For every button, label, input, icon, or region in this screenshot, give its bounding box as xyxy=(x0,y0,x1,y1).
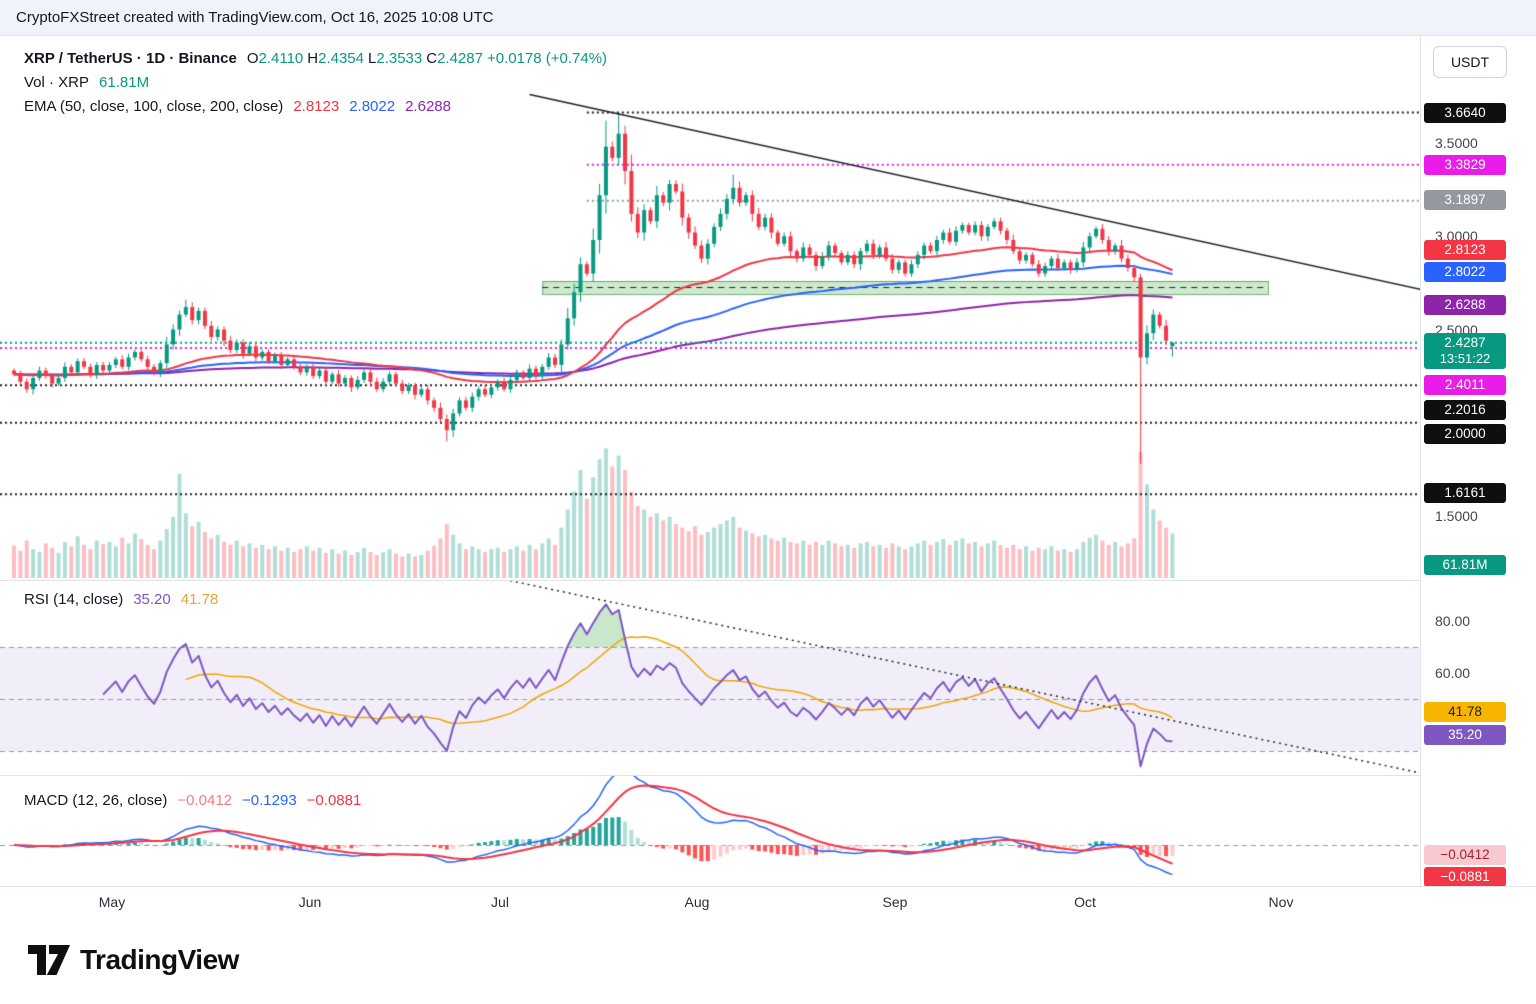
badge-value: 2.4011 xyxy=(1444,377,1486,392)
ohlc-low-value: 2.3533 xyxy=(376,49,423,67)
macd-indicator-label[interactable]: MACD (12, 26, close) xyxy=(24,791,168,809)
badge-value: 3.1897 xyxy=(1444,192,1486,207)
badge-value: 3.6640 xyxy=(1444,105,1486,120)
attribution-text: CryptoFXStreet created with TradingView.… xyxy=(16,9,494,26)
volume-indicator-label[interactable]: Vol · XRP xyxy=(24,73,90,91)
ema200-value: 2.6288 xyxy=(405,97,451,115)
volume-value: 61.81M xyxy=(99,73,150,91)
macd-legend: MACD (12, 26, close) −0.0412 −0.1293 −0.… xyxy=(24,788,361,812)
ohlc-open-label: O xyxy=(246,49,259,67)
month-label: May xyxy=(98,894,126,910)
badge-value: 2.8022 xyxy=(1444,264,1486,279)
rsi-value: 35.20 xyxy=(133,590,171,608)
currency-toggle-button[interactable]: USDT xyxy=(1433,46,1507,78)
ohlc-low-label: L xyxy=(368,49,377,67)
level-badge: 2.4011 xyxy=(1424,375,1506,395)
badge-value: 3.3829 xyxy=(1444,157,1486,172)
price-axis[interactable]: USDT 3.6640 3.5000 3.3829 3.1897 3.0000 2.812… xyxy=(1420,36,1536,887)
footer: TradingView xyxy=(0,916,1536,1004)
macd-signal-badge: −0.0881 xyxy=(1424,867,1506,887)
badge-value: 61.81M xyxy=(1442,557,1488,572)
last-price-badge: 2.4287 13:51:22 xyxy=(1424,333,1506,369)
rsi-ma-badge: 41.78 xyxy=(1424,702,1506,722)
ema50-value: 2.8123 xyxy=(293,97,340,115)
badge-value: 2.0000 xyxy=(1444,426,1486,441)
ema100-value: 2.8022 xyxy=(349,97,396,115)
rsi-legend: RSI (14, close) 35.20 41.78 xyxy=(24,587,218,611)
month-label: Jun xyxy=(298,894,322,910)
level-badge: 3.6640 xyxy=(1424,103,1506,123)
attribution-bar: CryptoFXStreet created with TradingView.… xyxy=(0,0,1536,36)
badge-value: 41.78 xyxy=(1448,704,1482,719)
macd-hist-value: −0.0412 xyxy=(177,791,233,809)
macd-line-value: −0.1293 xyxy=(242,791,297,809)
pane-separator[interactable] xyxy=(0,775,1536,776)
volume-badge: 61.81M xyxy=(1424,555,1506,575)
level-badge: 2.0000 xyxy=(1424,424,1506,444)
rsi-badge: 35.20 xyxy=(1424,725,1506,745)
badge-value: 2.6288 xyxy=(1444,297,1486,312)
ohlc-close-value: 2.4287 xyxy=(437,49,483,67)
month-label: Jul xyxy=(491,894,509,910)
time-axis[interactable]: May Jun Jul Aug Sep Oct Nov xyxy=(0,886,1536,917)
rsi-ma-value: 41.78 xyxy=(180,590,219,608)
level-badge: 2.2016 xyxy=(1424,400,1506,420)
badge-value: −0.0881 xyxy=(1440,869,1490,884)
month-label: Sep xyxy=(882,894,908,910)
badge-value: 1.6161 xyxy=(1444,485,1486,500)
macd-signal-value: −0.0881 xyxy=(306,791,362,809)
month-label: Nov xyxy=(1268,894,1294,910)
ema-indicator-label[interactable]: EMA (50, close, 100, close, 200, close) xyxy=(24,97,284,115)
month-label: Oct xyxy=(1074,894,1096,910)
badge-value: 35.20 xyxy=(1448,727,1482,742)
macd-hist-badge: −0.0412 xyxy=(1424,845,1506,865)
symbol-title[interactable]: XRP / TetherUS · 1D · Binance xyxy=(24,49,237,67)
ohlc-open-value: 2.4110 xyxy=(258,49,304,67)
month-label: Aug xyxy=(684,894,710,910)
level-badge: 1.6161 xyxy=(1424,483,1506,503)
rsi-scale-label: 80.00 xyxy=(1435,613,1471,629)
ema100-badge: 2.8022 xyxy=(1424,262,1506,282)
ohlc-close-label: C xyxy=(426,49,438,67)
ema200-badge: 2.6288 xyxy=(1424,295,1506,315)
rsi-scale-label: 60.00 xyxy=(1435,665,1471,681)
price-scale-label: 3.5000 xyxy=(1435,135,1478,151)
level-badge: 3.3829 xyxy=(1424,155,1506,175)
pane-separator[interactable] xyxy=(0,580,1536,581)
change-value: +0.0178 (+0.74%) xyxy=(486,49,608,67)
ohlc-high-label: H xyxy=(307,49,319,67)
price-scale-label: 1.5000 xyxy=(1435,508,1478,524)
badge-value: 2.8123 xyxy=(1444,242,1486,257)
tradingview-logo-icon[interactable] xyxy=(28,945,70,975)
badge-value: −0.0412 xyxy=(1440,847,1490,862)
countdown: 13:51:22 xyxy=(1439,351,1491,366)
chart-plot-canvas[interactable] xyxy=(0,36,1420,916)
level-badge: 3.1897 xyxy=(1424,190,1506,210)
ema50-badge: 2.8123 xyxy=(1424,240,1506,260)
rsi-indicator-label[interactable]: RSI (14, close) xyxy=(24,590,124,608)
badge-value: 2.4287 xyxy=(1444,335,1486,350)
ohlc-high-value: 2.4354 xyxy=(318,49,364,67)
badge-value: 2.2016 xyxy=(1444,402,1486,417)
tradingview-brand-text[interactable]: TradingView xyxy=(80,944,239,975)
